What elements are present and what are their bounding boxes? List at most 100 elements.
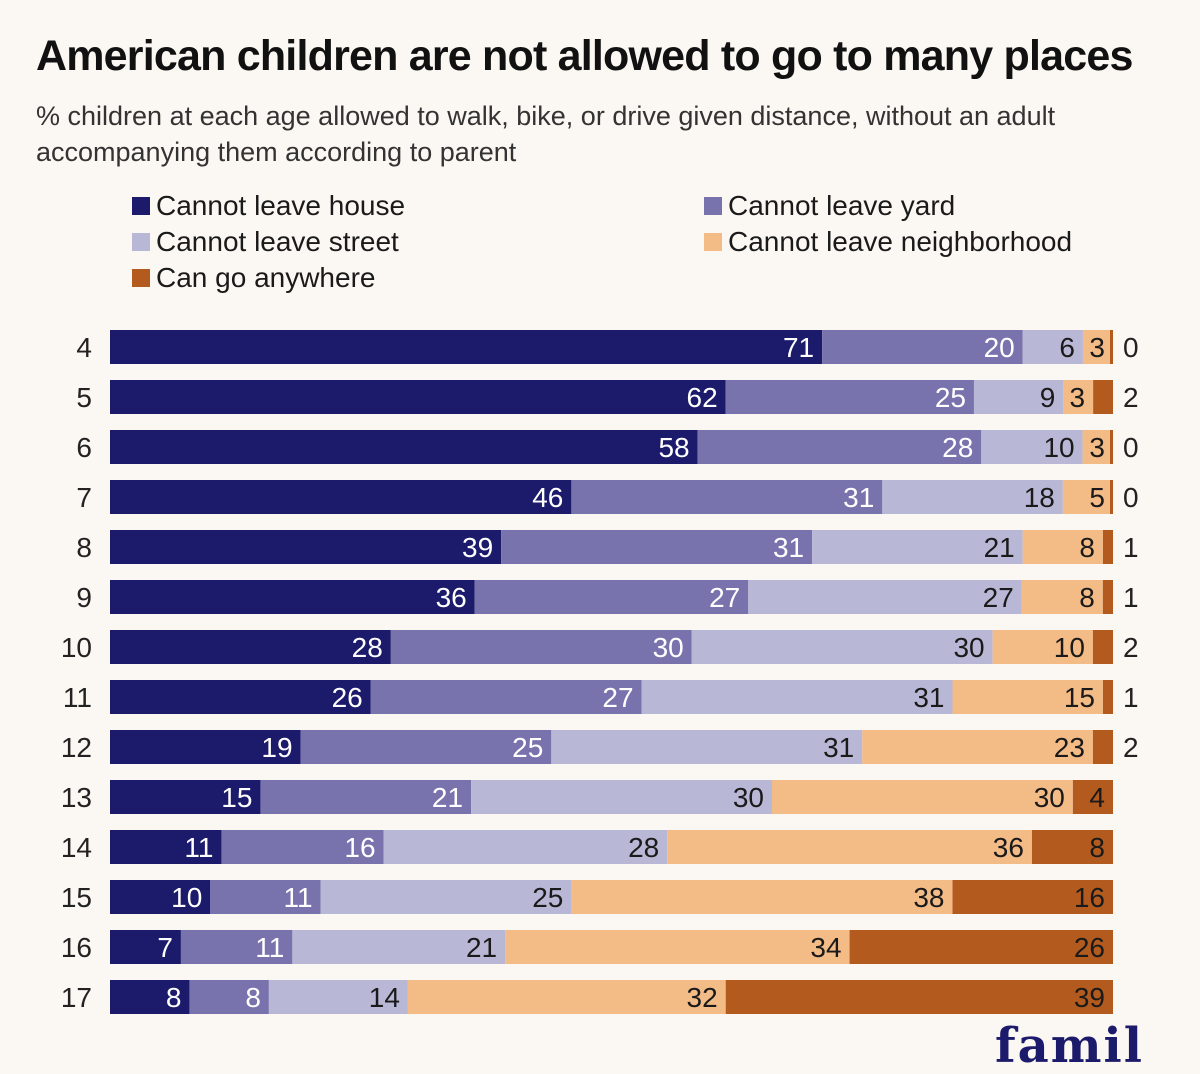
data-label: 34 xyxy=(810,932,841,963)
data-label: 31 xyxy=(773,532,804,563)
data-label: 21 xyxy=(466,932,497,963)
bar-segment-cannot-leave-street xyxy=(471,780,772,814)
bar-segment-cannot-leave-house xyxy=(110,830,222,864)
legend-label-can-go-anywhere: Can go anywhere xyxy=(156,262,376,293)
category-label: 14 xyxy=(61,832,92,863)
data-label: 11 xyxy=(255,932,284,963)
legend-swatch-cannot-leave-house xyxy=(132,197,150,215)
bar-segment-cannot-leave-house xyxy=(110,630,391,664)
bar-segment-cannot-leave-house xyxy=(110,530,502,564)
bar-segment-can-go-anywhere xyxy=(1092,630,1113,664)
bar-segment-cannot-leave-yard xyxy=(725,380,974,414)
bar-segment-cannot-leave-neighborhood xyxy=(862,730,1093,764)
bar-segment-cannot-leave-yard xyxy=(189,980,269,1014)
bar-segment-cannot-leave-yard xyxy=(221,830,384,864)
bar-segment-cannot-leave-yard xyxy=(501,530,813,564)
bar-row-age-9: 9 36 27 27 8 1 xyxy=(76,580,1139,614)
bar-segment-cannot-leave-street xyxy=(973,380,1064,414)
legend-item-cannot-leave-street: Cannot leave street xyxy=(132,226,399,258)
data-label: 8 xyxy=(1079,582,1095,613)
data-label: 30 xyxy=(733,782,764,813)
data-label: 1 xyxy=(1123,532,1139,563)
data-label: 27 xyxy=(983,582,1014,613)
bar-segment-cannot-leave-house xyxy=(110,780,261,814)
data-label: 25 xyxy=(532,882,563,913)
legend-label-cannot-leave-yard: Cannot leave yard xyxy=(728,190,956,221)
brand-logo: famil xyxy=(995,1018,1145,1074)
bar-row-age-12: 12 19 25 31 23 2 xyxy=(61,730,1139,764)
category-label: 8 xyxy=(76,532,92,563)
bar-segment-cannot-leave-street xyxy=(641,680,953,714)
data-label: 3 xyxy=(1089,332,1105,363)
category-label: 12 xyxy=(61,732,92,763)
category-label: 9 xyxy=(76,582,92,613)
data-label: 8 xyxy=(1079,532,1095,563)
data-label: 36 xyxy=(993,832,1024,863)
data-label: 7 xyxy=(157,932,173,963)
bar-segment-cannot-leave-neighborhood xyxy=(771,780,1073,814)
data-label: 32 xyxy=(687,982,718,1013)
bar-segment-can-go-anywhere xyxy=(1072,780,1113,814)
bar-segment-cannot-leave-neighborhood xyxy=(992,630,1093,664)
data-label: 4 xyxy=(1089,782,1105,813)
bar-segment-cannot-leave-street xyxy=(551,730,863,764)
legend-label-cannot-leave-house: Cannot leave house xyxy=(156,190,406,221)
data-label: 31 xyxy=(823,732,854,763)
chart-title: American children are not allowed to go … xyxy=(36,32,1133,80)
bar-row-age-11: 11 26 27 31 15 1 xyxy=(63,680,1139,714)
category-label: 13 xyxy=(61,782,92,813)
data-label: 27 xyxy=(602,682,633,713)
data-label: 25 xyxy=(512,732,543,763)
legend-item-can-go-anywhere: Can go anywhere xyxy=(132,262,375,294)
bar-segment-can-go-anywhere xyxy=(1102,530,1113,564)
bar-segment-cannot-leave-house xyxy=(110,730,301,764)
bar-segment-can-go-anywhere xyxy=(952,880,1113,914)
bar-segment-can-go-anywhere xyxy=(1093,380,1113,414)
bar-row-age-8: 8 39 31 21 8 1 xyxy=(76,530,1139,564)
data-label: 6 xyxy=(1059,332,1075,363)
data-label: 2 xyxy=(1123,382,1139,413)
bar-row-age-6: 6 58 28 10 3 0 xyxy=(76,430,1139,464)
legend-item-cannot-leave-yard: Cannot leave yard xyxy=(704,190,955,222)
data-label: 30 xyxy=(1034,782,1065,813)
bar-segment-cannot-leave-yard xyxy=(370,680,642,714)
bar-segment-cannot-leave-house xyxy=(110,980,190,1014)
data-label: 2 xyxy=(1123,732,1139,763)
bar-segment-can-go-anywhere xyxy=(849,930,1113,964)
bar-segment-cannot-leave-neighborhood xyxy=(571,880,953,914)
bar-row-age-5: 5 62 25 9 3 2 xyxy=(76,380,1139,414)
legend-swatch-cannot-leave-street xyxy=(132,233,150,251)
data-label: 19 xyxy=(261,732,292,763)
data-label: 2 xyxy=(1123,632,1139,663)
data-label: 36 xyxy=(436,582,467,613)
bar-segment-cannot-leave-neighborhood xyxy=(1063,380,1094,414)
legend-swatch-can-go-anywhere xyxy=(132,269,150,287)
bar-segment-can-go-anywhere xyxy=(1102,680,1113,714)
bar-segment-cannot-leave-house xyxy=(110,680,371,714)
bar-segment-cannot-leave-yard xyxy=(180,930,293,964)
data-label: 25 xyxy=(935,382,966,413)
bar-segment-can-go-anywhere xyxy=(1031,830,1113,864)
bar-segment-can-go-anywhere xyxy=(1110,330,1113,364)
data-label: 0 xyxy=(1123,332,1139,363)
data-label: 0 xyxy=(1123,482,1139,513)
data-label: 71 xyxy=(783,332,814,363)
data-label: 8 xyxy=(245,982,261,1013)
bar-row-age-16: 16 7 11 21 34 26 xyxy=(61,930,1113,964)
stacked-bar-chart: 4 71 20 6 3 05 62 25 9 3 26 58 28 10 3 07 46 31 18 5 08 39 31 2… xyxy=(61,330,1139,1014)
bar-row-age-15: 15 10 11 25 38 16 xyxy=(61,880,1113,914)
data-label: 30 xyxy=(653,632,684,663)
data-label: 39 xyxy=(1074,982,1105,1013)
data-label: 58 xyxy=(658,432,689,463)
bar-segment-cannot-leave-street xyxy=(292,930,506,964)
data-label: 8 xyxy=(1089,832,1105,863)
data-label: 21 xyxy=(984,532,1015,563)
data-label: 23 xyxy=(1054,732,1085,763)
data-label: 26 xyxy=(332,682,363,713)
chart-subtitle: % children at each age allowed to walk, … xyxy=(36,101,1056,167)
data-label: 1 xyxy=(1123,582,1139,613)
bar-segment-cannot-leave-street xyxy=(691,630,993,664)
bar-segment-cannot-leave-yard xyxy=(822,330,1023,364)
data-label: 14 xyxy=(369,982,400,1013)
data-label: 8 xyxy=(166,982,182,1013)
